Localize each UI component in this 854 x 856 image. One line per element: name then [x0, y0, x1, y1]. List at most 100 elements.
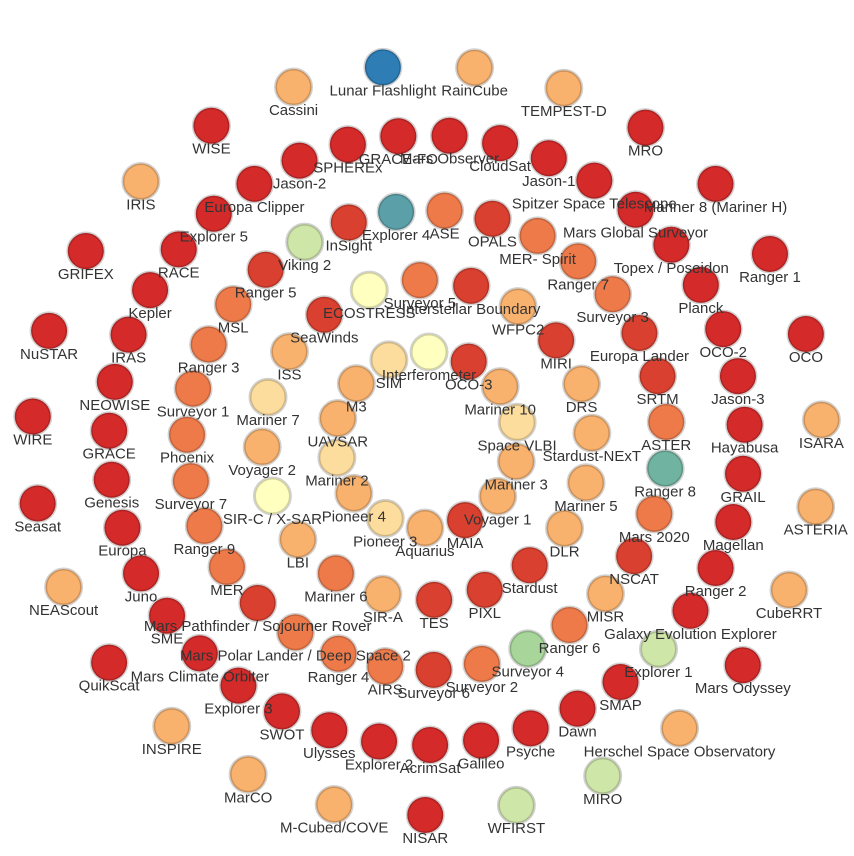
node-label: MISR	[587, 609, 625, 626]
node-label: RACE	[158, 264, 200, 281]
node	[583, 756, 623, 796]
node-label: MIRO	[583, 791, 622, 808]
node-label: Hayabusa	[711, 440, 779, 457]
node-label: Surveyor 2	[446, 679, 519, 696]
node	[465, 570, 505, 610]
node	[723, 645, 763, 685]
node-label: ASTER	[641, 437, 691, 454]
node	[414, 580, 454, 620]
node-label: SIR-A	[363, 609, 403, 626]
node-label: SMAP	[599, 697, 642, 714]
node	[536, 320, 576, 360]
node	[409, 332, 449, 372]
node	[275, 612, 315, 652]
node	[670, 591, 710, 631]
node	[280, 141, 320, 181]
node-label: RainCube	[441, 83, 508, 100]
node	[334, 473, 374, 513]
node-label: Explorer 1	[624, 664, 692, 681]
node-label: Mars Odyssey	[695, 680, 791, 697]
node-label: Surveyor 7	[155, 496, 228, 513]
node-label: Kepler	[128, 305, 171, 322]
node-label: MAIA	[447, 535, 484, 552]
node	[558, 241, 598, 281]
node-label: NEOWISE	[79, 397, 150, 414]
node	[147, 596, 187, 636]
node	[349, 270, 389, 310]
node	[572, 413, 612, 453]
node	[363, 47, 403, 87]
node-label: MarCO	[224, 789, 272, 806]
node	[89, 643, 129, 683]
node-label: Magellan	[703, 537, 764, 554]
node	[376, 192, 416, 232]
node-label: WIRE	[13, 432, 52, 449]
node-label: WFPC2	[492, 322, 545, 339]
node	[593, 274, 633, 314]
node	[478, 476, 518, 516]
node-label: OPALS	[468, 234, 517, 251]
node-label: Explorer 3	[204, 701, 272, 718]
node	[445, 500, 485, 540]
node	[660, 708, 700, 748]
node-label: OCO-3	[445, 377, 493, 394]
node	[180, 633, 220, 673]
node	[696, 164, 736, 204]
node-label: INSPIRE	[142, 741, 202, 758]
node	[614, 536, 654, 576]
node-label: Dawn	[558, 724, 596, 741]
node	[29, 311, 69, 351]
node-label: Mariner 10	[464, 402, 536, 419]
node-label: SWOT	[259, 726, 304, 743]
node	[171, 461, 211, 501]
node-label: Cassini	[269, 102, 318, 119]
node	[274, 67, 314, 107]
node	[194, 194, 234, 234]
node-label: OCO-2	[699, 344, 747, 361]
node	[480, 367, 520, 407]
node-label: Ranger 6	[539, 640, 601, 657]
node-label: Europa Lander	[590, 348, 689, 365]
node-label: Phoenix	[160, 450, 215, 467]
node-label: Ranger 2	[685, 583, 747, 600]
node	[480, 123, 520, 163]
node-label: Mariner 3	[485, 476, 548, 493]
node-label: Topex / Poseidon	[614, 260, 729, 277]
node	[651, 225, 691, 265]
node	[238, 583, 278, 623]
node-label: Interferometer	[382, 367, 476, 384]
node	[455, 48, 495, 88]
node-label: MIRI	[540, 355, 572, 372]
node-label: ASE	[430, 226, 460, 243]
node-label: SIR-C / X-SAR	[223, 511, 322, 528]
node-label: LBI	[287, 555, 310, 572]
node	[304, 295, 344, 335]
node	[511, 708, 551, 748]
node-label: SIM	[376, 375, 403, 392]
node-label: InSight	[325, 238, 373, 255]
node-label: Jason-2	[273, 176, 326, 193]
node	[130, 270, 170, 310]
node	[497, 402, 537, 442]
node	[328, 125, 368, 165]
node-label: Mariner 8 (Mariner H)	[644, 199, 787, 216]
node-label: Aquarius	[395, 543, 454, 560]
node	[562, 364, 602, 404]
node-label: Mariner 5	[554, 498, 617, 515]
node	[449, 342, 489, 382]
node-label: Ranger 7	[547, 276, 609, 293]
node-label: MER- Spirit	[499, 251, 577, 268]
node	[510, 545, 550, 585]
node-label: IRIS	[126, 196, 155, 213]
node	[646, 402, 686, 442]
node-label: SPHEREx	[313, 160, 383, 177]
node	[365, 498, 405, 538]
node	[318, 399, 358, 439]
node-label: Jason-1	[522, 173, 575, 190]
node-label: ASTERIA	[784, 522, 848, 539]
node-label: Juno	[125, 588, 158, 605]
node	[429, 116, 469, 156]
node-label: Voyager 2	[228, 462, 296, 479]
node-label: Mariner 7	[236, 412, 299, 429]
node-label: MSL	[218, 319, 249, 336]
